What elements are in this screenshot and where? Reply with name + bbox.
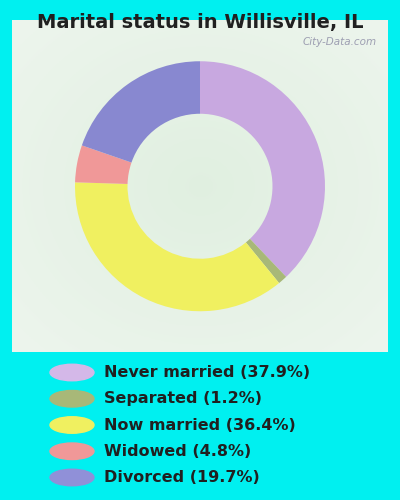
Wedge shape [82,61,200,162]
Text: Widowed (4.8%): Widowed (4.8%) [104,444,251,459]
Wedge shape [75,182,279,311]
Text: Separated (1.2%): Separated (1.2%) [104,391,262,406]
Text: City-Data.com: City-Data.com [302,36,377,46]
Text: Divorced (19.7%): Divorced (19.7%) [104,470,260,485]
Text: Marital status in Willisville, IL: Marital status in Willisville, IL [37,13,363,32]
Wedge shape [200,61,325,277]
Circle shape [50,390,94,407]
Wedge shape [246,239,286,283]
Circle shape [50,469,94,486]
Text: Never married (37.9%): Never married (37.9%) [104,365,310,380]
Text: Now married (36.4%): Now married (36.4%) [104,418,296,432]
Wedge shape [75,146,132,184]
Circle shape [50,364,94,381]
Circle shape [50,417,94,433]
Circle shape [50,443,94,460]
